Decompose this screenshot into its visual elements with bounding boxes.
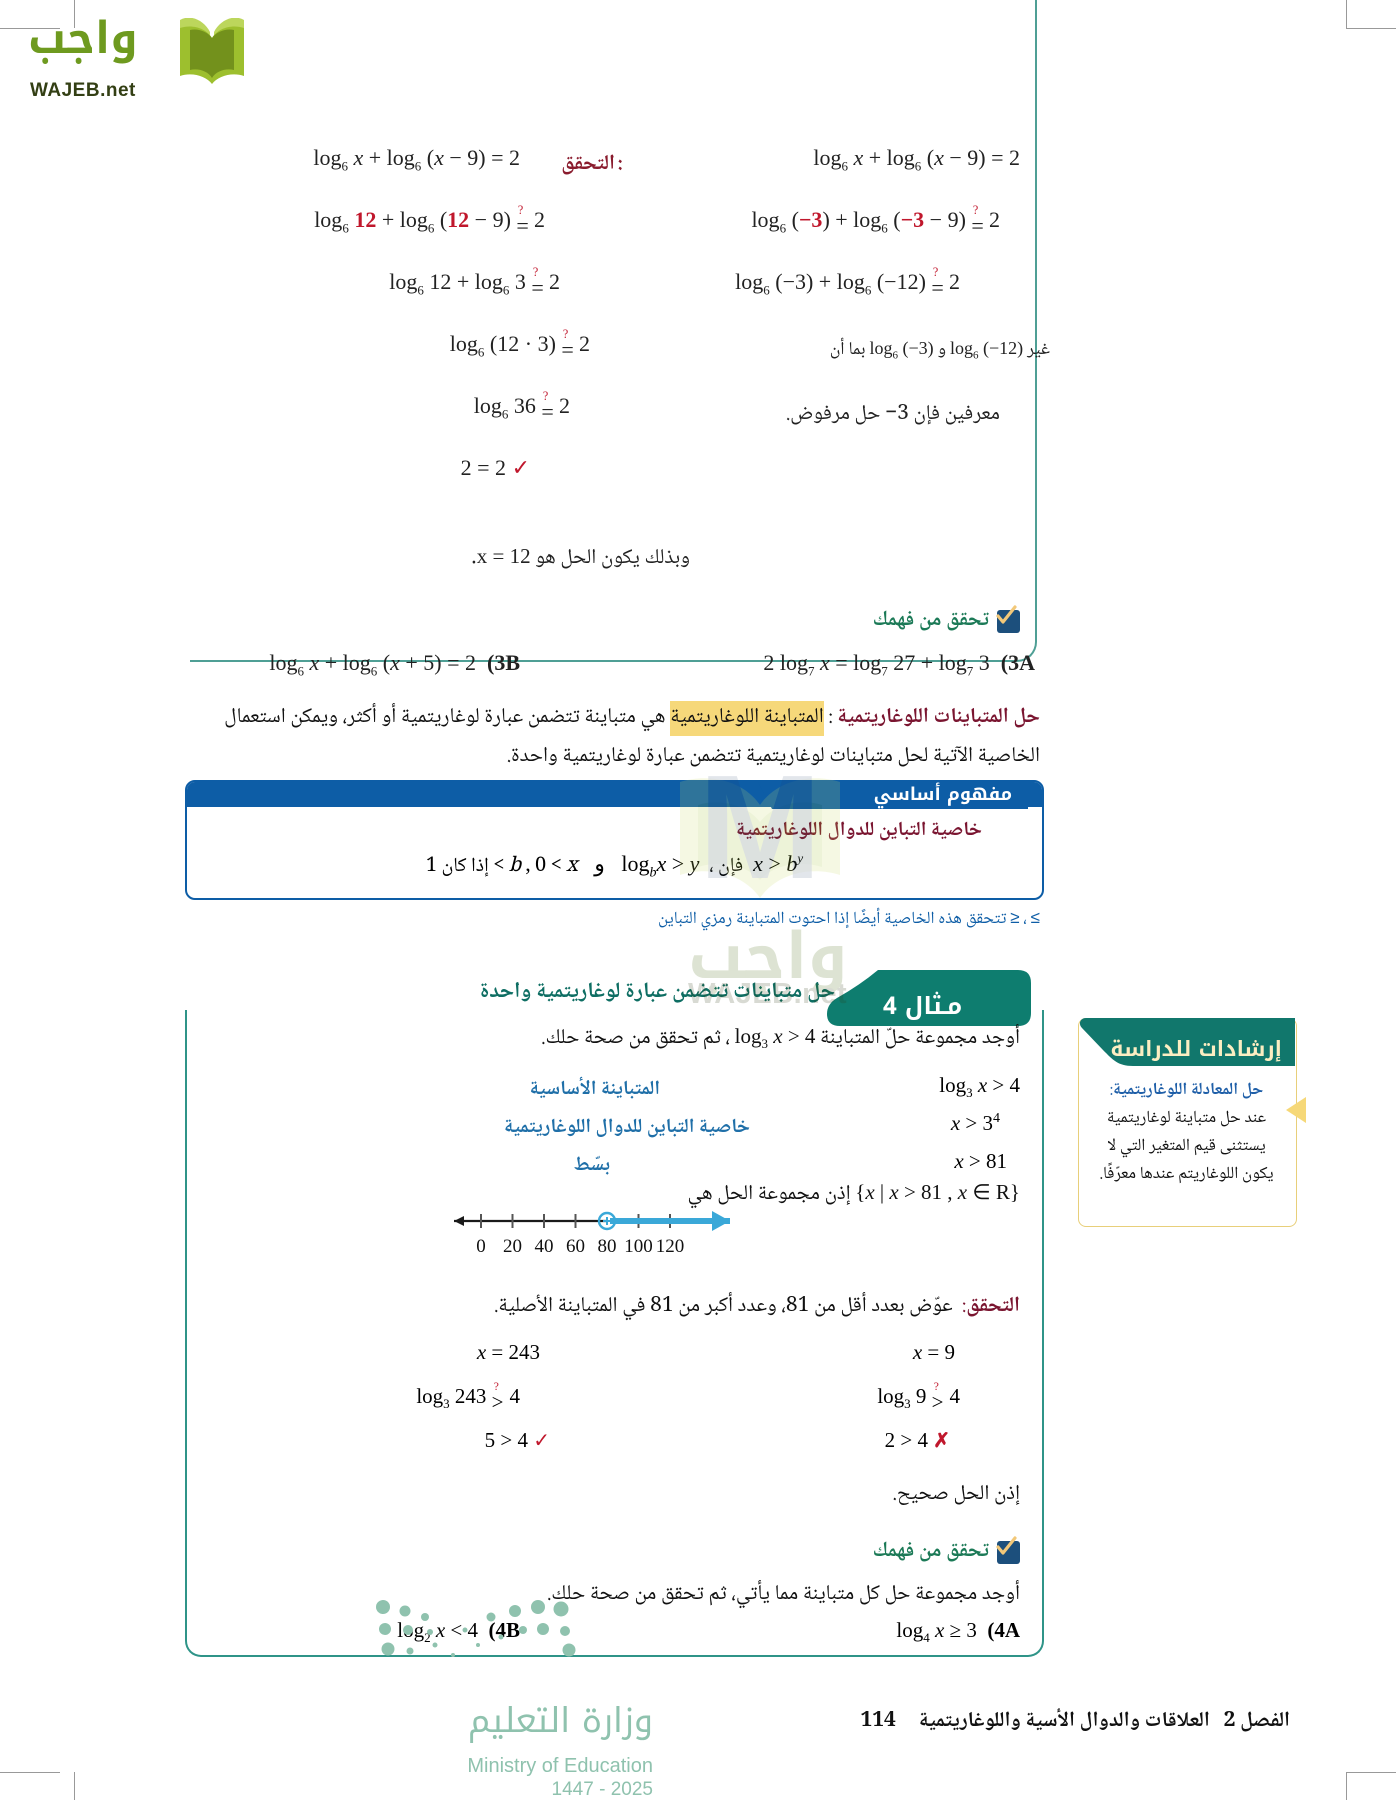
svg-text:60: 60 [566,1236,585,1257]
svg-text:80: 80 [598,1236,617,1257]
svg-text:100: 100 [624,1236,653,1257]
svg-text:0: 0 [476,1236,486,1257]
svg-text:20: 20 [503,1236,522,1257]
svg-text:120: 120 [656,1236,685,1257]
svg-text:40: 40 [535,1236,554,1257]
